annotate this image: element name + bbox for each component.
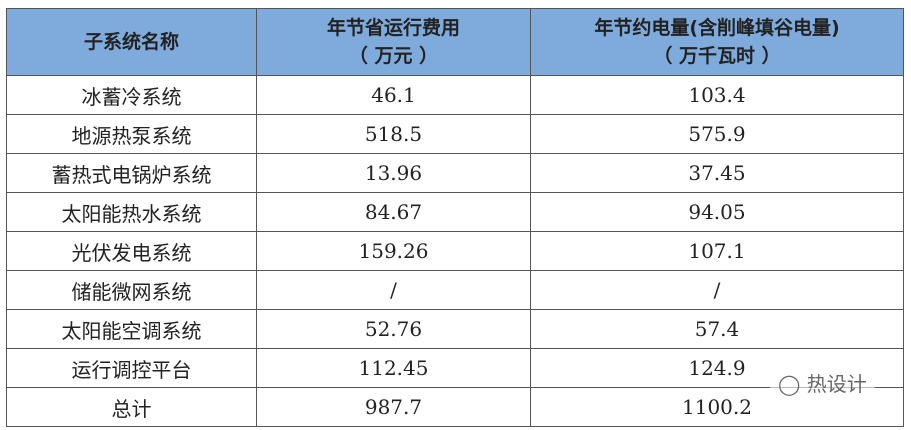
cell-subsystem: 蓄热式电锅炉系统 xyxy=(6,153,257,193)
data-table: 子系统名称 年节省运行费用 （ 万元 ） 年节约电量(含削峰填谷电量) （ 万千瓦时… xyxy=(6,8,904,427)
header-text: 年节约电量(含削峰填谷电量) xyxy=(594,17,840,39)
cell-power-saving: 103.4 xyxy=(530,75,904,115)
cell-cost-saving: 159.26 xyxy=(256,231,531,271)
header-subsystem-name: 子系统名称 xyxy=(6,8,257,76)
cell-cost-saving: 13.96 xyxy=(256,153,531,193)
table-row: 太阳能空调系统 52.76 57.4 xyxy=(6,309,904,349)
cell-cost-saving: / xyxy=(256,270,531,310)
cell-power-saving: / xyxy=(530,270,904,310)
cell-subsystem: 太阳能热水系统 xyxy=(6,192,257,232)
cell-power-saving: 94.05 xyxy=(530,192,904,232)
header-unit: （ 万元 ） xyxy=(348,45,439,67)
cell-subsystem: 地源热泵系统 xyxy=(6,114,257,154)
cell-cost-saving: 52.76 xyxy=(256,309,531,349)
cell-cost-saving: 46.1 xyxy=(256,75,531,115)
table-row: 储能微网系统 / / xyxy=(6,270,904,310)
table-row: 地源热泵系统 518.5 575.9 xyxy=(6,114,904,154)
cell-power-saving: 107.1 xyxy=(530,231,904,271)
header-text: 年节省运行费用 xyxy=(326,17,460,39)
table-row: 光伏发电系统 159.26 107.1 xyxy=(6,231,904,271)
cell-power-saving: 37.45 xyxy=(530,153,904,193)
cell-subsystem: 光伏发电系统 xyxy=(6,231,257,271)
cell-subsystem: 储能微网系统 xyxy=(6,270,257,310)
watermark: ◯ 热设计 xyxy=(770,368,875,397)
cell-subsystem: 运行调控平台 xyxy=(6,348,257,388)
table-row: 冰蓄冷系统 46.1 103.4 xyxy=(6,75,904,115)
cell-subsystem: 总计 xyxy=(6,387,257,427)
table-row: 运行调控平台 112.45 124.9 xyxy=(6,348,904,388)
cell-cost-saving: 518.5 xyxy=(256,114,531,154)
header-annual-cost-saving: 年节省运行费用 （ 万元 ） xyxy=(256,8,531,76)
header-unit: （ 万千瓦时 ） xyxy=(653,45,781,67)
header-row: 子系统名称 年节省运行费用 （ 万元 ） 年节约电量(含削峰填谷电量) （ 万千瓦时… xyxy=(6,8,904,76)
watermark-text: 热设计 xyxy=(806,372,867,396)
table-row: 太阳能热水系统 84.67 94.05 xyxy=(6,192,904,232)
cell-subsystem: 冰蓄冷系统 xyxy=(6,75,257,115)
cell-cost-saving: 987.7 xyxy=(256,387,531,427)
cell-power-saving: 575.9 xyxy=(530,114,904,154)
cell-power-saving: 1100.2 xyxy=(530,387,904,427)
cell-subsystem: 太阳能空调系统 xyxy=(6,309,257,349)
table-row: 蓄热式电锅炉系统 13.96 37.45 xyxy=(6,153,904,193)
cell-power-saving: 57.4 xyxy=(530,309,904,349)
cell-cost-saving: 112.45 xyxy=(256,348,531,388)
cell-cost-saving: 84.67 xyxy=(256,192,531,232)
header-annual-power-saving: 年节约电量(含削峰填谷电量) （ 万千瓦时 ） xyxy=(530,8,904,76)
table-row: 总计 987.7 1100.2 xyxy=(6,387,904,427)
